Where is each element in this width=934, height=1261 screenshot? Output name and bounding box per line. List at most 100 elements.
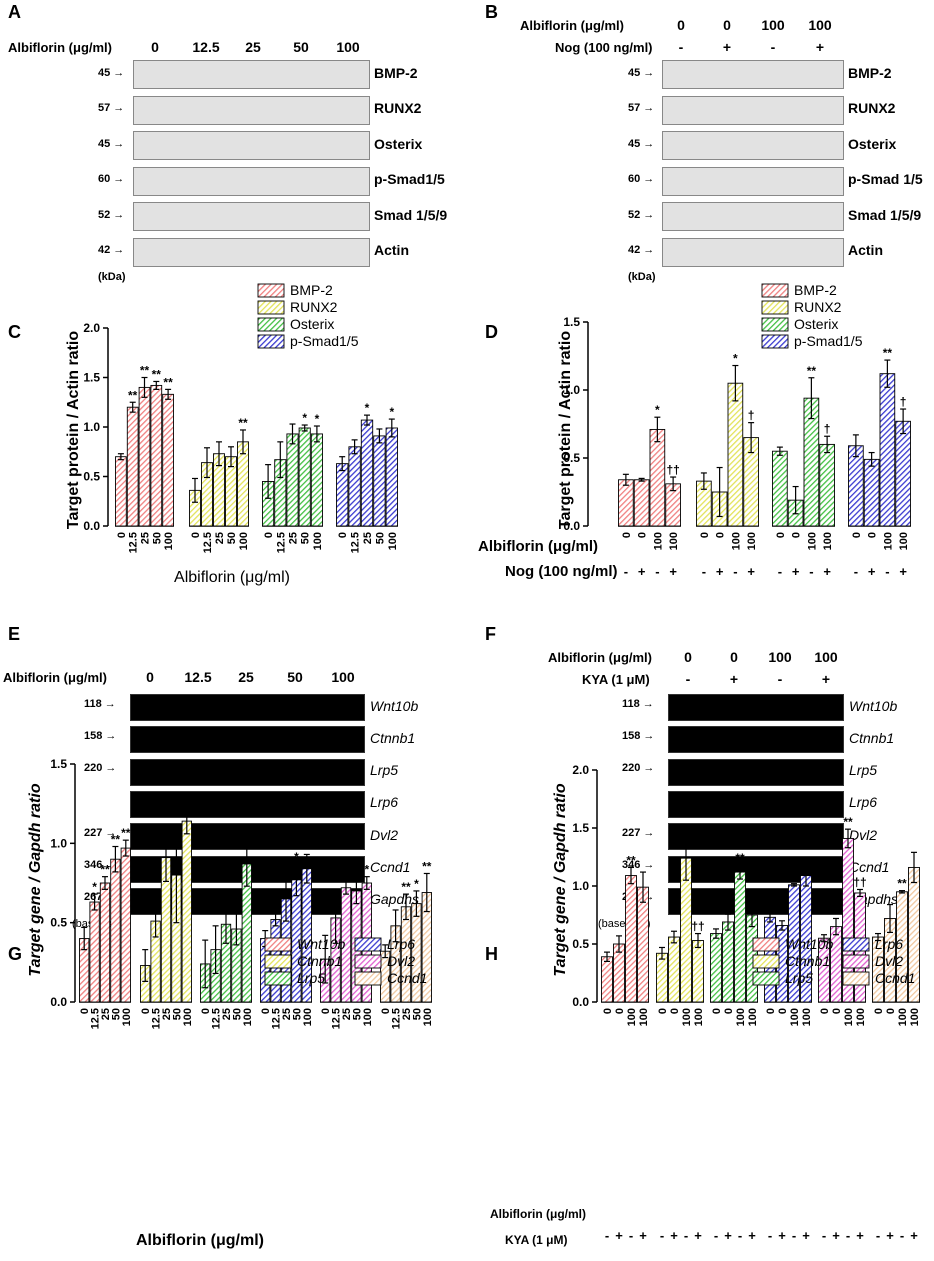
panel-c-letter: C <box>8 322 21 342</box>
panelB-band-row-0 <box>662 60 844 89</box>
panel-h-legend-label: Ctnnb1 <box>785 953 830 969</box>
panel-d-letter: D <box>485 322 498 342</box>
panel-f-sign-3: + <box>821 671 831 687</box>
panel-c-x-tick-label: 25 <box>214 532 226 544</box>
panel-b-sign-1: + <box>722 39 732 55</box>
panel-h-bar <box>637 886 649 1003</box>
panel-g-x-tick-label: 12.5 <box>391 1008 403 1029</box>
panel-d-x-tick-label: 0 <box>699 532 711 538</box>
panel-d-sign-label: - <box>624 564 628 579</box>
panel-g-significance-mark: ** <box>182 794 192 808</box>
panel-d-bar <box>618 479 634 527</box>
panel-h-letter: H <box>485 944 498 964</box>
panel-g-x-tick-label: 0 <box>380 1008 392 1014</box>
panel-g-legend-label: Lrp5 <box>297 970 325 986</box>
panelE-bp-5: 346 <box>84 859 116 871</box>
panel-h-bar <box>722 921 734 1003</box>
panel-g-x-tick-label: 50 <box>231 1008 243 1020</box>
panel-d-sign-label: - <box>733 564 737 579</box>
panel-c-y-tick-label: 1.5 <box>83 371 100 385</box>
panel-c-x-tick-label: 50 <box>300 532 312 544</box>
panelE-gene-3: Lrp6 <box>370 794 399 811</box>
panel-c-significance-mark: ** <box>238 416 248 430</box>
panel-h-bar <box>601 956 613 1003</box>
panel-d-significance-mark: † <box>748 409 755 423</box>
panelF-gene-1: Ctnnb1 <box>849 729 895 746</box>
panel-h-x-tick-label: 100 <box>801 1008 813 1026</box>
panel-g-significance-mark: * <box>92 880 97 894</box>
panel-h-x-tick-label: 100 <box>638 1008 650 1026</box>
panel-d-y-tick-label: 1.0 <box>563 383 580 397</box>
panelB-band-row-5 <box>662 237 844 267</box>
panel-d-legend-label: BMP-2 <box>794 282 837 298</box>
panel-e-dose-2: 25 <box>238 669 254 685</box>
panel-c-x-tick-label: 12.5 <box>350 532 362 553</box>
panel-b-inhibitor-label: Nog (100 ng/ml) <box>555 40 653 55</box>
panel-c-x-tick-label: 100 <box>238 532 250 550</box>
panel-g-significance-mark: * <box>414 877 419 891</box>
panel-f-dose-2: 100 <box>768 649 792 665</box>
panel-h-legend-swatch <box>842 971 870 986</box>
panelE-gene-2: Lrp5 <box>370 762 399 779</box>
panel-c-significance-mark: * <box>315 412 320 426</box>
panelB-mw-4: 52 <box>628 209 654 221</box>
panel-h-x-tick-label: 0 <box>657 1008 669 1014</box>
panel-d-bar <box>819 443 835 527</box>
panel-c-legend-swatch <box>257 283 285 298</box>
panelB-band-row-4 <box>662 202 844 231</box>
panelF-bp-0: 118 <box>622 698 654 710</box>
panelB-mw-1: 57 <box>628 102 654 114</box>
panel-h-x-tick-label: 0 <box>669 1008 681 1014</box>
panel-c-bar <box>150 384 163 527</box>
panelE-bp-4: 227 <box>84 827 116 839</box>
panelA-mw-0: 45 <box>98 67 124 79</box>
panel-g-legend-label: Ctnnb1 <box>297 953 342 969</box>
panel-d-y-tick-label: 1.5 <box>563 315 580 329</box>
panel-d-row1-label: Albiflorin (μg/ml) <box>478 538 598 555</box>
panel-d-significance-mark: * <box>733 352 738 366</box>
panel-d-significance-mark: ** <box>807 364 817 378</box>
panel-a-dose-4: 100 <box>336 39 360 55</box>
panelE-bp-2: 220 <box>84 762 116 774</box>
panel-c-x-tick-label: 0 <box>190 532 202 538</box>
panel-g-significance-mark: ** <box>422 859 432 873</box>
panel-h-sign-label: + <box>778 1228 786 1243</box>
panel-c-x-tick-label: 0 <box>116 532 128 538</box>
panel-h-significance-mark: †† <box>853 875 866 889</box>
panel-g-x-tick-label: 12.5 <box>90 1008 102 1029</box>
panelB-mw-2: 45 <box>628 138 654 150</box>
panelA-protein-2: Osterix <box>374 135 423 152</box>
panel-g-bar <box>181 820 192 1003</box>
panel-h-sign-label: - <box>846 1228 850 1243</box>
panel-h-legend-label: Wnt10b <box>785 936 833 952</box>
panelF-gene-4: Dvl2 <box>849 826 878 843</box>
panelF-gel-row-6 <box>668 887 844 915</box>
panel-g-x-tick-label: 25 <box>281 1008 293 1020</box>
panel-g-x-tick-label: 0 <box>140 1008 152 1014</box>
panel-h-x-tick-label: 100 <box>681 1008 693 1026</box>
panel-g-bar <box>89 901 100 1003</box>
panel-h-y-label: Target gene / Gapdh ratio <box>552 783 569 976</box>
panelA-band-row-1 <box>133 95 370 125</box>
panel-h-x-tick-label: 100 <box>747 1008 759 1026</box>
panel-g-significance-mark: ** <box>401 880 411 894</box>
panelE-gene-1: Ctnnb1 <box>370 729 416 746</box>
panelF-gene-5: Ccnd1 <box>849 859 890 875</box>
panel-a-dose-1: 12.5 <box>192 39 220 55</box>
panel-g-legend-label: Lrp6 <box>387 936 415 952</box>
panelF-gene-3: Lrp6 <box>849 794 878 811</box>
panel-g-letter: G <box>8 944 22 964</box>
panel-h-x-tick-label: 100 <box>897 1008 909 1026</box>
panel-g-x-tick-label: 25 <box>100 1008 112 1020</box>
panel-d-bar <box>895 420 911 527</box>
panelB-mw-0: 45 <box>628 67 654 79</box>
panel-c-x-tick-label: 25 <box>362 532 374 544</box>
panel-c-x-tick-label: 12.5 <box>128 532 140 553</box>
panelF-gel-row-3 <box>668 790 844 818</box>
panel-g-x-tick-label: 25 <box>161 1008 173 1020</box>
panel-h-sign-label: + <box>639 1228 647 1243</box>
panel-g-y-tick-label: 1.0 <box>50 836 67 850</box>
panel-d-x-tick-label: 0 <box>621 532 633 538</box>
panelB-protein-3: p-Smad 1/5 <box>848 171 923 187</box>
panel-c-legend-label: RUNX2 <box>290 299 338 315</box>
